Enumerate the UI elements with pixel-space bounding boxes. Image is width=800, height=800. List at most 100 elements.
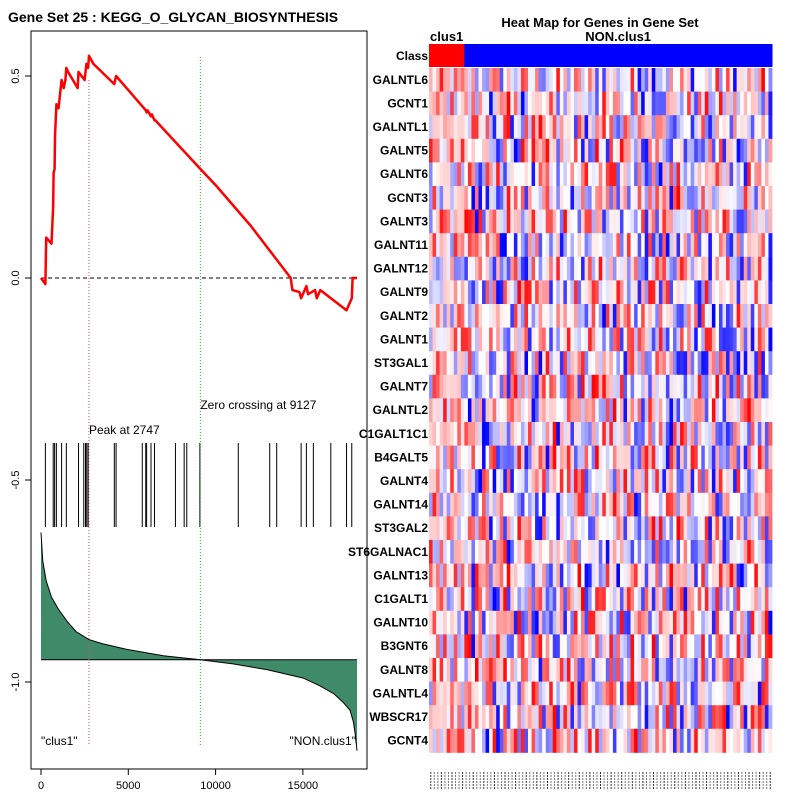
heatmap-cell [429, 681, 433, 706]
heatmap-cell [471, 68, 476, 92]
heatmap-cell [641, 280, 646, 305]
heatmap-cell [446, 374, 451, 399]
heatmap-cell [747, 422, 752, 446]
heatmap-cell [662, 540, 667, 564]
heatmap-cell [747, 115, 752, 140]
heatmap-row [429, 256, 773, 281]
heatmap-cell [711, 563, 716, 588]
heatmap-cell [517, 469, 522, 494]
heatmap-cell [492, 658, 497, 682]
heatmap-cell [531, 634, 536, 659]
heatmap-cell [736, 162, 741, 187]
heatmap-cell [627, 422, 631, 446]
heatmap-cell [630, 398, 635, 423]
heatmap-cell [506, 280, 511, 305]
heatmap-cell [662, 445, 667, 470]
heatmap-cell [460, 304, 465, 328]
heatmap-cell [669, 280, 674, 305]
heatmap-cell [715, 658, 720, 682]
heatmap-cell [711, 280, 716, 305]
heatmap-cell [718, 233, 723, 258]
heatmap-cell [627, 563, 631, 588]
heatmap-cell [450, 516, 455, 541]
heatmap-cell [460, 351, 465, 376]
heatmap-cell [747, 658, 752, 682]
heatmap-cell [496, 516, 501, 541]
heatmap-cell [595, 610, 600, 635]
heatmap-cell [612, 351, 617, 376]
heatmap-cell [743, 398, 748, 423]
heatmap-cell [453, 68, 458, 92]
heatmap-cell [637, 327, 642, 352]
heatmap-cell [520, 209, 525, 234]
heatmap-cell [563, 398, 568, 423]
heatmap-cell [520, 256, 525, 281]
heatmap-cell [690, 91, 695, 116]
heatmap-cell [506, 705, 511, 730]
heatmap-cell [761, 422, 766, 446]
heatmap-cell [538, 327, 543, 352]
heatmap-cell [651, 351, 656, 376]
heatmap-cell [520, 563, 525, 588]
heatmap-cell [690, 492, 695, 517]
heatmap-cell [453, 398, 458, 423]
heatmap-cell [531, 138, 536, 163]
heatmap-cell [485, 469, 490, 494]
heatmap-cell [655, 540, 660, 564]
heatmap-cell [531, 540, 536, 564]
heatmap-cell [733, 658, 738, 682]
heatmap-cell [627, 610, 631, 635]
heatmap-cell [471, 327, 476, 352]
heatmap-cell [687, 563, 692, 588]
heatmap-cell [446, 728, 451, 753]
heatmap-cell [520, 492, 525, 517]
heatmap-cell [492, 634, 497, 659]
heatmap-cell [598, 398, 603, 423]
heatmap-cell [467, 374, 472, 399]
heatmap-cell [549, 422, 554, 446]
heatmap-cell [736, 728, 741, 753]
heatmap-cell [436, 563, 441, 588]
heatmap-cell [616, 728, 621, 753]
heatmap-cell [598, 634, 603, 659]
heatmap-cell [669, 587, 674, 612]
heatmap-cell [450, 233, 455, 258]
heatmap-cell [680, 186, 684, 210]
heatmap-cell [563, 658, 568, 682]
heatmap-cell [496, 728, 501, 753]
heatmap-cell [517, 445, 522, 470]
heatmap-cell [697, 186, 702, 210]
heatmap-cell [528, 351, 532, 376]
heatmap-cell [605, 68, 610, 92]
heatmap-cell [524, 351, 529, 376]
heatmap-cell [549, 705, 554, 730]
heatmap-cell [577, 422, 582, 446]
heatmap-cell [467, 68, 472, 92]
heatmap-cell [598, 563, 603, 588]
heatmap-cell [612, 587, 617, 612]
heatmap-cell [538, 563, 543, 588]
heatmap-cell [754, 610, 759, 635]
heatmap-cell [623, 280, 628, 305]
heatmap-cell [630, 304, 635, 328]
heatmap-cell [750, 256, 755, 281]
heatmap-cell [499, 610, 504, 635]
heatmap-cell [619, 374, 624, 399]
heatmap-cell [609, 398, 614, 423]
heatmap-cell [764, 115, 769, 140]
heatmap-cell [545, 587, 550, 612]
heatmap-cell [736, 492, 741, 517]
heatmap-cell [471, 445, 476, 470]
heatmap-cell [538, 540, 543, 564]
heatmap-cell [443, 115, 448, 140]
heatmap-cell [595, 138, 600, 163]
heatmap-cell [467, 280, 472, 305]
heatmap-cell [524, 422, 529, 446]
heatmap-cell [757, 705, 762, 730]
heatmap-row [429, 374, 773, 399]
heatmap-cell [605, 728, 610, 753]
heatmap-cell [733, 587, 738, 612]
heatmap-cell [464, 398, 469, 423]
heatmap-cell [489, 634, 494, 659]
heatmap-cell [747, 186, 752, 210]
